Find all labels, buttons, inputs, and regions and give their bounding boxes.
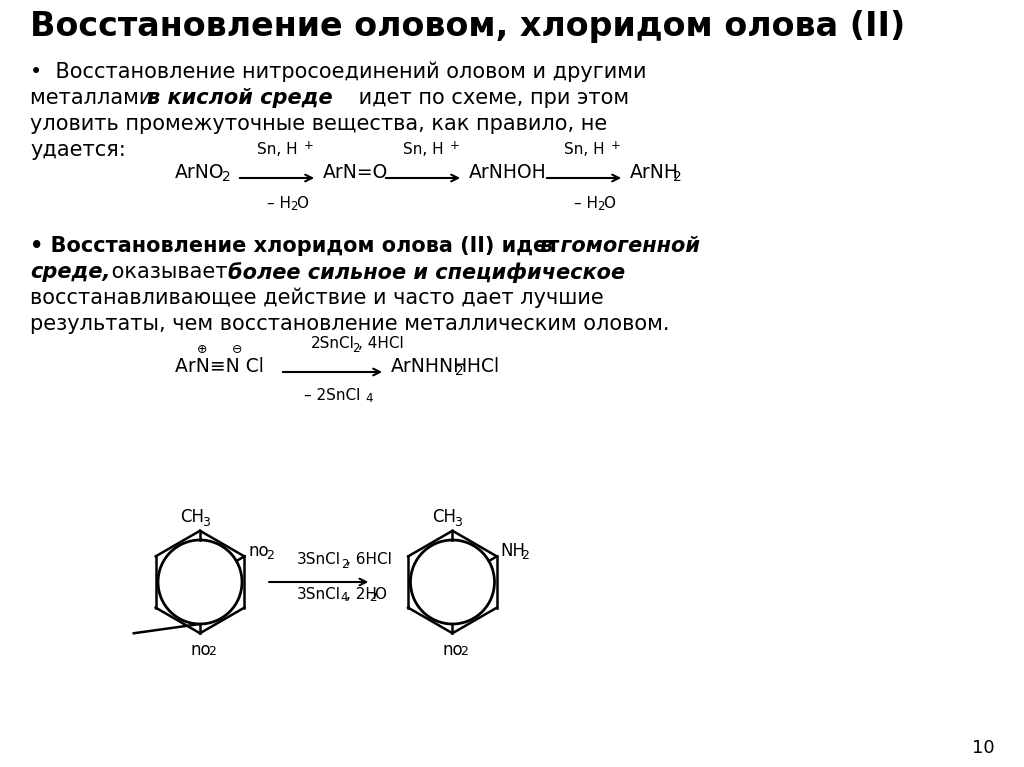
Text: , 6HCl: , 6HCl [346,552,391,567]
Text: Восстановление оловом, хлоридом олова (II): Восстановление оловом, хлоридом олова (I… [30,10,905,43]
Text: – H: – H [574,196,598,211]
Text: , 2H: , 2H [346,587,377,602]
Text: ArNH: ArNH [630,163,679,183]
Text: в кислой среде: в кислой среде [147,88,333,108]
Text: восстанавливающее действие и часто дает лучшие: восстанавливающее действие и часто дает … [30,288,604,308]
Text: 2: 2 [455,364,464,378]
Text: 2: 2 [597,200,604,213]
Text: no: no [249,542,269,561]
Text: Sn, H: Sn, H [563,142,604,157]
Text: более сильное и специфическое: более сильное и специфическое [228,262,625,283]
Text: 3: 3 [455,515,463,528]
Text: Sn, H: Sn, H [402,142,443,157]
Text: 3: 3 [202,515,210,528]
Text: ArNHNH: ArNHNH [391,357,468,377]
Text: – 2SnCl: – 2SnCl [304,388,360,403]
Text: металлами: металлами [30,88,159,108]
Text: 4: 4 [366,392,373,405]
Text: • Восстановление хлоридом олова (II) идет: • Восстановление хлоридом олова (II) иде… [30,236,566,256]
Text: ArN≡N Cl: ArN≡N Cl [175,357,264,377]
Text: 4: 4 [341,591,348,604]
Text: 2: 2 [369,591,376,604]
Text: результаты, чем восстановление металлическим оловом.: результаты, чем восстановление металличе… [30,314,670,334]
Text: 3SnCl: 3SnCl [297,587,341,602]
Text: оказывает: оказывает [105,262,234,282]
Text: CH: CH [432,508,457,525]
Text: ArNO: ArNO [175,163,224,183]
Text: 2: 2 [208,645,216,658]
Text: 2SnCl: 2SnCl [310,336,354,351]
Text: уловить промежуточные вещества, как правило, не: уловить промежуточные вещества, как прав… [30,114,607,134]
Text: ⊕: ⊕ [197,343,208,356]
Text: в гомогенной: в гомогенной [540,236,700,256]
Text: +: + [304,139,314,152]
Text: , 4HCl: , 4HCl [357,336,403,351]
Text: no: no [190,641,211,660]
Text: удается:: удается: [30,140,126,160]
Text: 2: 2 [222,170,230,184]
Text: O: O [603,196,615,211]
Text: 2: 2 [352,342,360,355]
Text: +: + [450,139,460,152]
Text: 2: 2 [266,549,274,562]
Text: CH: CH [180,508,204,525]
Text: 2: 2 [461,645,468,658]
Text: O: O [374,587,386,602]
Text: среде,: среде, [30,262,111,282]
Text: 10: 10 [973,739,995,757]
Text: 2: 2 [521,549,528,562]
Text: •  Восстановление нитросоединений оловом и другими: • Восстановление нитросоединений оловом … [30,62,646,83]
Text: 2: 2 [341,558,348,571]
Text: O: O [296,196,308,211]
Text: ArNHOH: ArNHOH [469,163,547,183]
Text: ⊖: ⊖ [232,343,243,356]
Text: ·HCl: ·HCl [461,357,499,377]
Text: +: + [611,139,621,152]
Text: 2: 2 [673,170,682,184]
Text: Sn, H: Sn, H [257,142,297,157]
Text: 3SnCl: 3SnCl [297,552,341,567]
Text: ArN=O: ArN=O [323,163,388,183]
Text: NH: NH [501,542,526,561]
Text: – H: – H [267,196,291,211]
Text: no: no [442,641,463,660]
Text: идет по схеме, при этом: идет по схеме, при этом [352,88,629,108]
Text: 2: 2 [290,200,298,213]
